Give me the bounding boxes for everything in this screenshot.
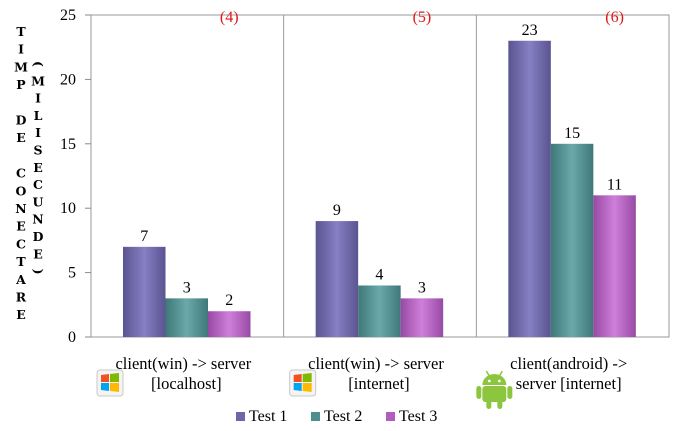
y-axis-label-letter: N <box>15 201 26 216</box>
bar-test-1 <box>315 221 359 337</box>
y-tick-label: 5 <box>68 265 76 282</box>
y-axis-label-letter: D <box>33 229 44 244</box>
bar-test-1 <box>123 246 166 337</box>
legend-swatch <box>311 412 320 421</box>
legend-swatch <box>236 412 245 421</box>
y-tick-label: 25 <box>60 7 76 24</box>
legend-item-test-1: Test 1 <box>236 408 287 425</box>
y-axis-label-letter: D <box>16 113 27 128</box>
y-axis-label-letter: M <box>31 73 45 88</box>
category-label: [internet] <box>348 374 409 393</box>
data-label: 3 <box>418 279 426 296</box>
windows-logo-icon <box>96 369 124 397</box>
category-label: client(win) -> server <box>308 354 444 373</box>
data-label: 4 <box>375 266 383 283</box>
legend-swatch <box>386 412 395 421</box>
y-axis-label-letter: ) <box>31 269 46 275</box>
category-label: server [internet] <box>516 374 622 393</box>
data-label: 7 <box>140 228 148 245</box>
bar-test-1 <box>508 40 551 337</box>
annotations: (4) (5) (6) <box>220 9 624 26</box>
y-axis-label-letter: C <box>16 166 26 181</box>
annotation: (4) <box>220 9 239 26</box>
annotation: (6) <box>605 9 624 26</box>
y-axis-label-letter: E <box>33 160 43 175</box>
y-axis-label-letter: T <box>16 24 26 39</box>
y-axis-label-letter: E <box>33 246 43 261</box>
bar-test-2 <box>165 298 208 337</box>
y-axis-label-letter: O <box>16 183 27 198</box>
y-axis-label-letter: C <box>16 236 26 251</box>
y-axis-label-letter: ( <box>31 61 46 67</box>
legend: Test 1 Test 2 Test 3 <box>236 408 437 425</box>
y-axis-label-letter: T <box>16 254 26 269</box>
x-axis-categories: client(win) -> server[localhost]client(w… <box>115 354 627 393</box>
category-label: client(win) -> server <box>115 354 251 373</box>
y-axis-label-letter: I <box>18 42 24 57</box>
y-axis-label-letter: E <box>16 219 26 234</box>
bar-test-3 <box>400 298 444 337</box>
y-axis-label-letter: L <box>34 108 43 123</box>
y-axis-label-letter: I <box>35 91 41 106</box>
category-label: [localhost] <box>151 374 222 393</box>
bar-test-2 <box>550 143 594 337</box>
y-axis-ticks: 0 5 10 15 20 25 <box>60 7 91 346</box>
y-tick-label: 20 <box>60 71 76 88</box>
y-axis-label-letter: P <box>16 77 26 92</box>
android-robot-icon <box>476 370 513 409</box>
y-axis-label-letter: I <box>35 125 41 140</box>
annotation: (5) <box>413 9 432 26</box>
bar-test-3 <box>208 311 251 337</box>
y-axis-label-letter: S <box>33 143 42 158</box>
bar-test-2 <box>358 285 401 337</box>
windows-logo-icon <box>289 369 317 397</box>
legend-label: Test 1 <box>249 408 287 425</box>
data-label: 2 <box>225 292 233 309</box>
bars <box>123 40 636 337</box>
category-label: client(android) -> <box>510 354 627 373</box>
y-axis-label-letter: R <box>16 290 27 305</box>
y-tick-label: 10 <box>60 200 76 217</box>
y-tick-label: 15 <box>60 136 76 153</box>
y-axis-label-letter: M <box>14 59 28 74</box>
y-axis-label-letter: U <box>33 194 44 209</box>
data-label: 3 <box>183 279 191 296</box>
category-icons <box>96 369 513 409</box>
legend-label: Test 2 <box>324 408 362 425</box>
y-axis-label-letter: E <box>16 307 26 322</box>
legend-item-test-2: Test 2 <box>311 408 362 425</box>
data-label: 15 <box>564 125 580 142</box>
data-label: 9 <box>333 202 341 219</box>
bar-test-3 <box>593 195 636 337</box>
data-label: 11 <box>607 176 622 193</box>
legend-item-test-3: Test 3 <box>386 408 437 425</box>
y-axis-label-letter: E <box>16 130 26 145</box>
legend-label: Test 3 <box>399 408 437 425</box>
y-axis-label-letter: A <box>15 272 26 287</box>
y-axis-label-letter: N <box>32 212 43 227</box>
data-label: 23 <box>522 22 538 39</box>
y-tick-label: 0 <box>68 329 76 346</box>
y-axis-label-letter: C <box>33 177 43 192</box>
